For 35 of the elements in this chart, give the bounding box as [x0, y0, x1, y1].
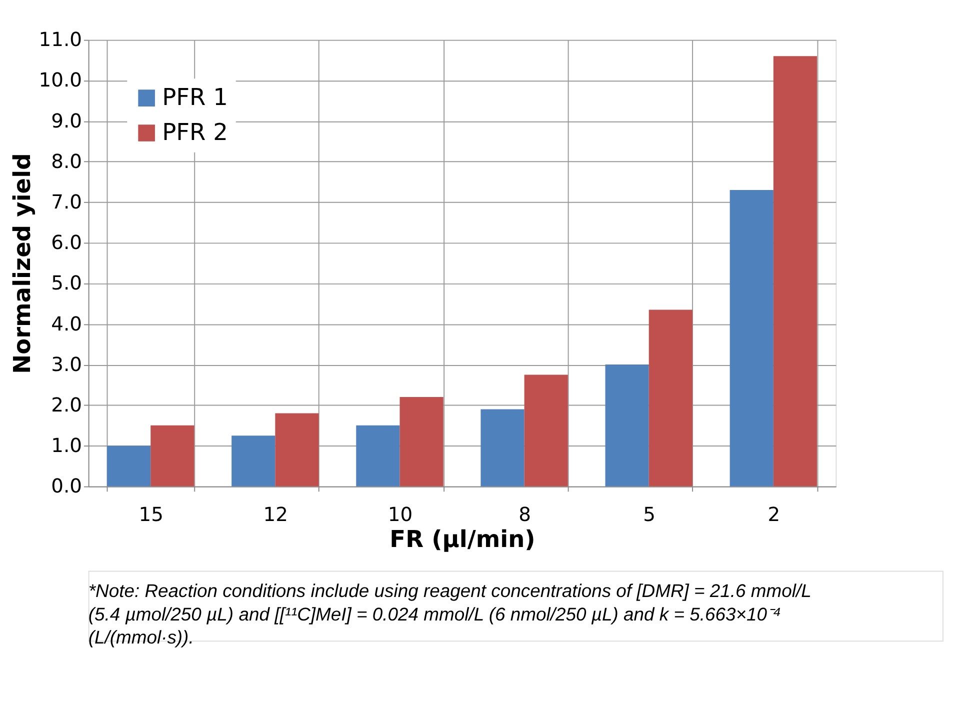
- bar: [773, 56, 818, 486]
- bar: [232, 436, 276, 486]
- bar: [150, 425, 194, 486]
- x-tick-label: 8: [518, 502, 531, 526]
- bar: [356, 425, 400, 486]
- y-tick-label: 5.0: [51, 272, 82, 295]
- bar: [524, 374, 568, 486]
- y-tick-label: 0.0: [51, 474, 82, 498]
- x-tick-label: 10: [388, 502, 413, 526]
- bar: [275, 413, 319, 486]
- legend-label: PFR 2: [162, 118, 228, 146]
- y-tick-label: 7.0: [51, 190, 82, 214]
- x-axis-title: FR (µl/min): [390, 526, 536, 553]
- bar: [648, 310, 692, 486]
- y-tick-label: 1.0: [51, 434, 82, 458]
- y-tick-label: 10.0: [38, 68, 82, 92]
- x-tick-label: 12: [263, 502, 288, 526]
- y-tick-label: 3.0: [51, 352, 82, 376]
- x-tick-label: 15: [138, 502, 164, 526]
- x-tick-label: 5: [643, 502, 656, 526]
- bar: [730, 190, 774, 486]
- legend-label: PFR 1: [162, 84, 228, 111]
- bar: [480, 409, 524, 486]
- y-axis-title: Normalized yield: [9, 153, 36, 374]
- text: *Note: Reaction conditions include using reagent concentrations of [DMR] = 21.6 mmol/L (5.4 µmol/250 µL) and [[¹¹C]MeI] = 0.024 mmol/L (6 nmol/250 µL) and k = 5.663×10⁻⁴ (L/(mmol·s)).: [88, 580, 812, 648]
- y-tick-label: 8.0: [51, 150, 82, 173]
- y-tick-label: 4.0: [51, 312, 82, 336]
- y-tick-label: 2.0: [51, 393, 82, 416]
- bar: [107, 446, 151, 486]
- x-tick-label: 2: [768, 502, 780, 526]
- bar: [605, 364, 649, 486]
- y-tick-label: 11.0: [38, 28, 82, 52]
- y-tick-label: 9.0: [51, 109, 82, 132]
- bar: [400, 397, 444, 486]
- y-tick-label: 6.0: [51, 231, 82, 254]
